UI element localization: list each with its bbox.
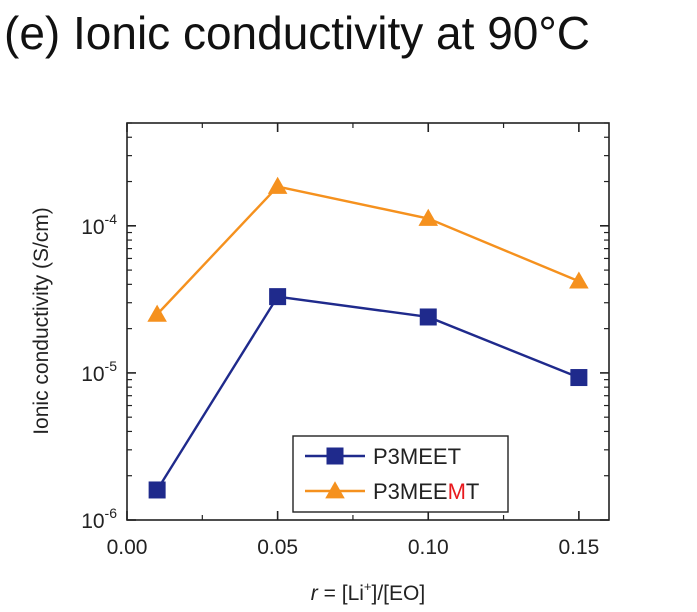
data-point <box>569 271 589 289</box>
series-line <box>156 185 580 316</box>
legend-marker <box>326 447 344 465</box>
legend-label: P3MEEMT <box>373 479 479 504</box>
y-tick-label: 10-4 <box>81 211 117 239</box>
data-point <box>570 369 588 387</box>
chart-title: (e) Ionic conductivity at 90°C <box>4 7 590 59</box>
series-line <box>156 295 580 491</box>
data-point <box>148 481 166 499</box>
data-point <box>269 288 287 306</box>
x-tick-label: 0.10 <box>408 536 449 559</box>
data-point <box>419 308 437 326</box>
plot-frame <box>126 122 610 521</box>
y-tick-label: 10-5 <box>81 358 117 386</box>
series-p3meet <box>148 288 588 499</box>
series-layer <box>147 176 589 499</box>
x-tick-label: 0.05 <box>257 536 298 559</box>
x-tick-label: 0.00 <box>107 536 148 559</box>
legend-label: P3MEET <box>373 444 461 469</box>
series-p3meemt <box>147 176 589 322</box>
y-tick-label: 10-6 <box>81 505 117 533</box>
x-axis-label: r = [Li+]/[EO] <box>311 579 425 605</box>
data-point <box>147 304 167 322</box>
data-point <box>418 208 439 226</box>
x-tick-label: 0.15 <box>558 536 599 559</box>
y-axis-label: Ionic conductivity (S/cm) <box>30 207 53 435</box>
legend: P3MEET P3MEEMT <box>292 435 509 513</box>
data-point <box>267 176 288 194</box>
legend-marker <box>325 481 345 499</box>
